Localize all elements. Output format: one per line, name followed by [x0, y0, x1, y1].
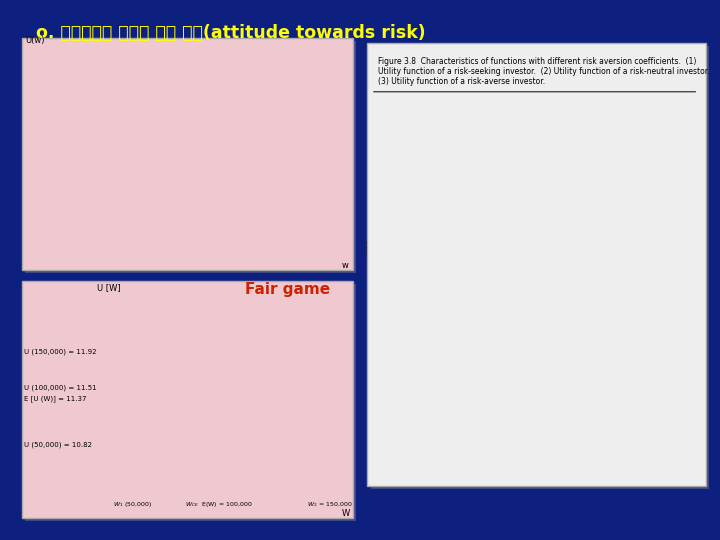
Text: U (100,000) = 11.51: U (100,000) = 11.51 [24, 384, 96, 391]
Text: G: G [338, 365, 346, 374]
Y-axis label: U(W): U(W) [366, 238, 375, 259]
Text: 1: 1 [526, 151, 531, 160]
Text: $W_2$ = 150,000: $W_2$ = 150,000 [307, 500, 353, 509]
Text: U(w): U(w) [25, 36, 45, 45]
Text: E [U (W)] = 11.37: E [U (W)] = 11.37 [24, 395, 86, 402]
Text: $W_1$ (50,000): $W_1$ (50,000) [113, 500, 153, 509]
Text: 1: 1 [688, 234, 693, 243]
Text: 2: 2 [526, 182, 531, 191]
Text: U (50,000) = 10.82: U (50,000) = 10.82 [24, 441, 91, 448]
X-axis label: σ: σ [614, 392, 621, 402]
Text: 3: 3 [624, 182, 630, 191]
X-axis label: W: W [447, 392, 456, 402]
Text: Figure 3.8  Characteristics of functions with different risk aversion coefficien: Figure 3.8 Characteristics of functions … [378, 57, 710, 86]
Y-axis label: R: R [536, 246, 544, 251]
Text: (b): (b) [603, 134, 617, 144]
Text: (a): (a) [430, 134, 444, 144]
Text: W: W [341, 509, 349, 518]
Text: 2: 2 [688, 334, 693, 343]
Text: Fair game: Fair game [245, 282, 330, 298]
Text: L: L [338, 389, 343, 397]
Text: 3: 3 [526, 149, 531, 158]
Text: U (150,000) = 11.92: U (150,000) = 11.92 [24, 348, 96, 355]
Text: $W_{CE}$  E(W) = 100,000: $W_{CE}$ E(W) = 100,000 [184, 500, 252, 509]
Text: o. 효용함수와 위험에 대한 태도(attitude towards risk): o. 효용함수와 위험에 대한 태도(attitude towards risk… [36, 24, 426, 42]
Text: U [W]: U [W] [97, 283, 121, 292]
Text: w: w [341, 261, 348, 271]
Text: Diminishing marginal utility of money: Diminishing marginal utility of money [68, 75, 292, 88]
Text: P: P [216, 400, 221, 408]
